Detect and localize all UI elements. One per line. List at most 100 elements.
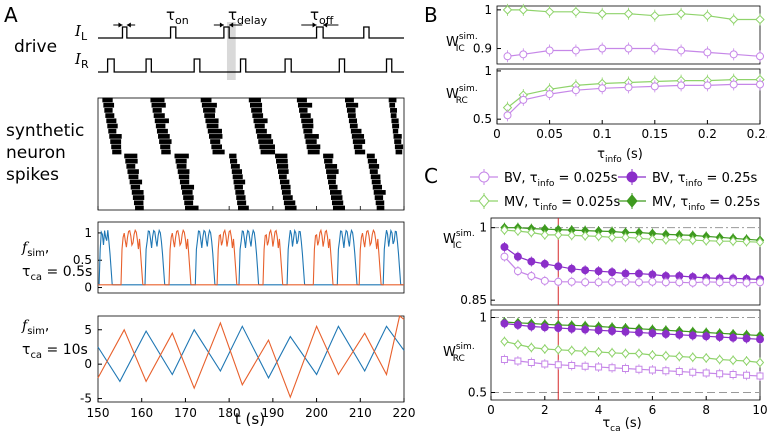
c-ic-point-1 [688,235,697,245]
c-ic-point-3 [688,278,697,287]
b-ic-ytick-label: 0.9 [473,42,492,56]
b-top-ylabel-w: W [446,35,459,50]
spike-burst-11-row-4 [370,174,381,180]
spike-burst-12-row-6 [392,128,399,134]
c-rc-point-2 [648,350,657,360]
spike-burst-10-row-7 [351,134,365,139]
annotation-arrowhead-1-0 [219,22,224,28]
b-rc-point-bv [624,83,633,92]
c-ic-point-2 [581,266,590,275]
tau-on-sub: on [175,14,189,27]
b-rc-point-bv [650,82,659,91]
spike-burst-0-row-9 [111,144,122,150]
c-top-ylabel-sup: sim. [456,229,475,239]
spike-burst-7-row-10 [284,205,297,211]
c-rc-point-3 [581,362,589,370]
b-xtick-label: 0.25 [747,127,767,141]
spike-burst-3-row-8 [183,195,194,200]
a2-series-blue [97,325,405,383]
b-ic-point-mv [702,10,713,21]
a2-xtick-label: 160 [130,406,153,420]
ir-symbol: I [74,50,82,68]
spike-burst-8-row-0 [296,97,307,103]
legend-label-0-part-1: τ [530,171,538,186]
c-ic-point-1 [702,235,711,246]
drive-trace-i-r [98,58,404,73]
spike-burst-4-row-1 [201,102,217,108]
spike-burst-1-row-8 [132,195,145,200]
spike-burst-0-row-3 [105,113,115,118]
c-top-ylabel-w: W [443,232,456,247]
spike-burst-5-row-4 [232,174,243,180]
c-ic-ytick-label: 0.85 [460,293,487,307]
spike-burst-10-row-2 [346,108,356,113]
b-rc-point-bv [571,86,580,95]
a2-ytick-label: 0 [84,357,92,371]
b-xtick-label: 0.2 [698,127,717,141]
spike-burst-1-row-2 [126,164,136,169]
tau-delay-label: τdelay [228,6,268,27]
c-ic-point-1 [513,226,523,236]
spike-burst-4-row-4 [205,118,219,124]
b-ic-point-mv [597,9,607,19]
legend-label-3: MV, τinfo = 0.25s [652,195,760,213]
c-ic-point-1 [715,236,724,246]
legend-marker-3 [626,194,638,208]
spike-burst-7-row-3 [277,169,289,174]
spike-burst-6-row-2 [251,108,263,113]
c-xtick-label: 10 [752,403,767,417]
c-xtick-label: 6 [649,403,657,417]
c-ic-point-3 [715,278,724,287]
spike-burst-10-row-3 [347,113,356,118]
spike-burst-12-row-0 [388,97,397,103]
c-rc-point-1 [661,330,670,338]
spike-burst-3-row-0 [174,153,189,159]
spike-burst-9-row-10 [332,205,345,211]
c-ic-point-2 [500,243,509,251]
c-ic-point-1 [527,227,536,238]
a2-xtick-label: 190 [261,406,284,420]
c-rc-point-2 [621,348,630,359]
spike-burst-5-row-6 [234,184,243,190]
spike-burst-0-row-5 [107,123,118,129]
b-xtick-label: 0.05 [536,127,563,141]
b-rc-point-bv [729,80,738,89]
c-ic-point-1 [567,230,576,241]
c-bottom-ylabel-w: W [443,345,456,360]
fsim-1-eq: = 0.5s [42,264,92,280]
legend-label-2-part-0: MV, [504,195,532,210]
c-rc-point-3 [514,357,522,365]
b-ic-point-bv [545,46,554,55]
c-rc-ytick-label: 0.5 [468,386,487,400]
ir-label: IR [74,50,89,71]
b-ic-point-bv [598,44,607,53]
c-rc-point-3 [716,370,724,378]
spike-burst-1-row-7 [131,190,144,195]
spike-burst-5-row-5 [233,179,246,185]
spike-burst-9-row-5 [328,179,336,185]
annotation-arrowhead-0-0 [118,22,123,28]
tau-off-sym: τ [310,6,319,24]
b-ic-point-mv [650,10,660,21]
spike-burst-11-row-9 [375,200,385,206]
c-ic-frame [490,217,761,306]
fsim-label-1-line2: τca = 0.5s [22,264,92,283]
legend-label-3-part-2: info [688,203,705,213]
fsim-label-2-line2: τca = 10s [22,342,88,361]
spike-burst-4-row-0 [200,97,212,103]
c-ic-point-1 [634,233,644,244]
spike-burst-9-row-1 [324,158,333,164]
b-top-ylabel-sub: IC [456,44,465,54]
spike-burst-6-row-8 [258,139,274,144]
b-ic-point-mv [518,5,529,15]
spikes-label-line-3: spikes [6,165,59,185]
b-rc-point-bv [503,111,512,120]
spike-burst-10-row-5 [349,123,358,129]
spike-burst-2-row-0 [150,97,165,103]
spike-burst-7-row-4 [278,174,287,180]
spike-burst-10-row-9 [353,144,363,150]
c-ic-point-3 [513,267,522,276]
c-ic-point-1 [648,234,657,245]
